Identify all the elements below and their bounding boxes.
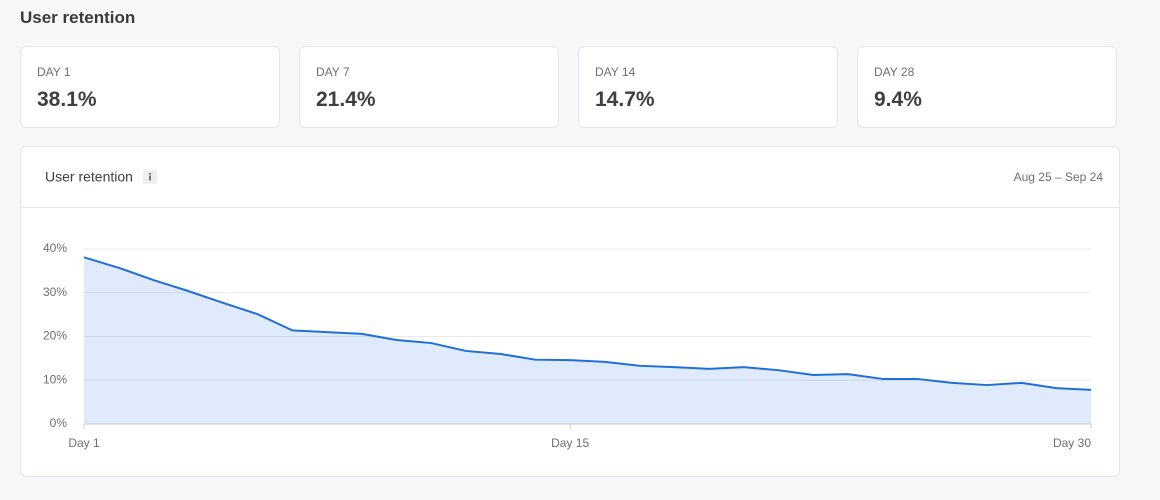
card-label: DAY 28 xyxy=(874,65,915,79)
line xyxy=(83,256,1092,391)
y-tick-label: 0% xyxy=(50,416,68,430)
y-tick-label: 40% xyxy=(43,241,67,255)
chart: User retention Aug 25 – Sep 24 0% 10% 20% 3… xyxy=(21,169,1119,450)
y-tick-label: 30% xyxy=(43,285,67,299)
card-label: DAY 1 xyxy=(37,65,71,79)
card-value: 21.4% xyxy=(316,88,376,111)
card-value: 38.1% xyxy=(37,88,97,111)
page-title: User retention xyxy=(20,8,136,27)
chart-panel: User retention Aug 25 – Sep 24 0% 10% 20% 3… xyxy=(20,146,1120,477)
metric-card: DAY 28 9.4% xyxy=(857,46,1117,128)
area-fill xyxy=(84,257,1091,424)
date-range: Aug 25 – Sep 24 xyxy=(1014,170,1104,184)
x-tick-label: Day 1 xyxy=(68,436,100,450)
metric-card: DAY 1 38.1% xyxy=(20,46,280,128)
card-label: DAY 7 xyxy=(316,65,350,79)
metric-card: DAY 7 21.4% xyxy=(299,46,559,128)
info-icon xyxy=(143,170,157,184)
card-value: 14.7% xyxy=(595,88,655,111)
x-tick-label: Day 15 xyxy=(551,436,589,450)
y-tick-label: 20% xyxy=(43,329,67,343)
metric-card: DAY 14 14.7% xyxy=(578,46,838,128)
card-label: DAY 14 xyxy=(595,65,636,79)
card-value: 9.4% xyxy=(874,88,922,111)
chart-title: User retention xyxy=(45,169,133,185)
y-tick-label: 10% xyxy=(43,372,67,386)
x-tick-label: Day 30 xyxy=(1053,436,1091,450)
